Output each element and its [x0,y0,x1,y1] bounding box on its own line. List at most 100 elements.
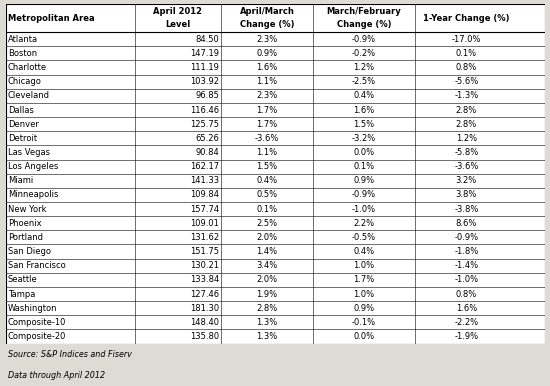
Text: 1.6%: 1.6% [353,105,375,115]
Text: 1.6%: 1.6% [456,304,477,313]
Text: 3.2%: 3.2% [456,176,477,185]
Text: 2.8%: 2.8% [456,105,477,115]
Text: 2.0%: 2.0% [256,275,278,284]
Text: 1.0%: 1.0% [353,290,375,298]
Text: Cleveland: Cleveland [8,91,50,100]
Text: 103.92: 103.92 [190,77,219,86]
Text: 2.3%: 2.3% [256,91,278,100]
Text: Chicago: Chicago [8,77,42,86]
Text: 151.75: 151.75 [190,247,219,256]
Text: Portland: Portland [8,233,43,242]
Text: 1.7%: 1.7% [353,275,375,284]
Text: Composite-10: Composite-10 [8,318,66,327]
Text: Source: S&P Indices and Fiserv: Source: S&P Indices and Fiserv [8,350,131,359]
Text: Phoenix: Phoenix [8,219,41,228]
Text: 0.8%: 0.8% [456,63,477,72]
Text: 0.5%: 0.5% [256,190,278,200]
Text: 0.9%: 0.9% [353,176,375,185]
Text: -3.6%: -3.6% [454,162,478,171]
Text: -5.8%: -5.8% [454,148,478,157]
Text: 1.3%: 1.3% [256,318,278,327]
Text: Composite-20: Composite-20 [8,332,66,341]
Text: -17.0%: -17.0% [452,35,481,44]
Text: 0.9%: 0.9% [353,304,375,313]
Text: Data through April 2012: Data through April 2012 [8,371,105,380]
Text: -2.5%: -2.5% [352,77,376,86]
Text: 8.6%: 8.6% [455,219,477,228]
Text: Denver: Denver [8,120,39,129]
Text: -1.9%: -1.9% [454,332,478,341]
Text: -0.2%: -0.2% [352,49,376,58]
Text: 1.7%: 1.7% [256,120,278,129]
Text: 133.84: 133.84 [190,275,219,284]
Text: Washington: Washington [8,304,57,313]
Text: 1.3%: 1.3% [256,332,278,341]
Text: 157.74: 157.74 [190,205,219,213]
Text: 0.0%: 0.0% [353,148,375,157]
Text: -0.1%: -0.1% [352,318,376,327]
Text: April 2012: April 2012 [153,7,202,16]
Text: 130.21: 130.21 [190,261,219,270]
Text: 2.8%: 2.8% [256,304,278,313]
Text: 141.33: 141.33 [190,176,219,185]
Text: Change (%): Change (%) [337,20,391,29]
Text: 0.1%: 0.1% [256,205,278,213]
Text: 2.8%: 2.8% [456,120,477,129]
Text: Dallas: Dallas [8,105,34,115]
Text: 84.50: 84.50 [195,35,219,44]
Text: -0.9%: -0.9% [352,190,376,200]
Text: 1.0%: 1.0% [353,261,375,270]
Text: 162.17: 162.17 [190,162,219,171]
Text: 116.46: 116.46 [190,105,219,115]
Text: 0.9%: 0.9% [256,49,278,58]
Text: Atlanta: Atlanta [8,35,38,44]
Text: San Diego: San Diego [8,247,51,256]
Text: 0.1%: 0.1% [456,49,477,58]
Text: 131.62: 131.62 [190,233,219,242]
Text: -1.4%: -1.4% [454,261,478,270]
Text: 0.4%: 0.4% [353,91,375,100]
Text: 181.30: 181.30 [190,304,219,313]
Text: 96.85: 96.85 [195,91,219,100]
Text: March/February: March/February [327,7,402,16]
Text: April/March: April/March [239,7,294,16]
Text: 1-Year Change (%): 1-Year Change (%) [423,14,510,22]
Text: 147.19: 147.19 [190,49,219,58]
Text: 127.46: 127.46 [190,290,219,298]
Text: -0.9%: -0.9% [454,233,478,242]
Text: 1.5%: 1.5% [256,162,278,171]
Text: Los Angeles: Los Angeles [8,162,58,171]
Text: Detroit: Detroit [8,134,37,143]
Text: 1.1%: 1.1% [256,77,278,86]
Text: 111.19: 111.19 [190,63,219,72]
Text: -3.2%: -3.2% [352,134,376,143]
Text: Minneapolis: Minneapolis [8,190,58,200]
Text: 1.2%: 1.2% [353,63,375,72]
Text: 90.84: 90.84 [195,148,219,157]
Text: 2.0%: 2.0% [256,233,278,242]
Text: 0.0%: 0.0% [353,332,375,341]
Text: 135.80: 135.80 [190,332,219,341]
Text: -1.8%: -1.8% [454,247,478,256]
Text: Level: Level [166,20,191,29]
Text: Miami: Miami [8,176,33,185]
Text: -0.9%: -0.9% [352,35,376,44]
Text: 1.4%: 1.4% [256,247,278,256]
Text: 65.26: 65.26 [195,134,219,143]
Text: 1.9%: 1.9% [256,290,278,298]
Text: Metropolitan Area: Metropolitan Area [8,14,94,22]
Text: 1.1%: 1.1% [256,148,278,157]
Text: -3.8%: -3.8% [454,205,478,213]
Text: 0.8%: 0.8% [456,290,477,298]
Text: -1.0%: -1.0% [352,205,376,213]
Text: -1.3%: -1.3% [454,91,478,100]
Text: -2.2%: -2.2% [454,318,478,327]
Text: -1.0%: -1.0% [454,275,478,284]
Text: Charlotte: Charlotte [8,63,47,72]
Text: 109.01: 109.01 [190,219,219,228]
Text: San Francisco: San Francisco [8,261,65,270]
Text: 2.5%: 2.5% [256,219,278,228]
Text: 3.8%: 3.8% [455,190,477,200]
Text: 0.4%: 0.4% [353,247,375,256]
Text: 0.1%: 0.1% [353,162,375,171]
